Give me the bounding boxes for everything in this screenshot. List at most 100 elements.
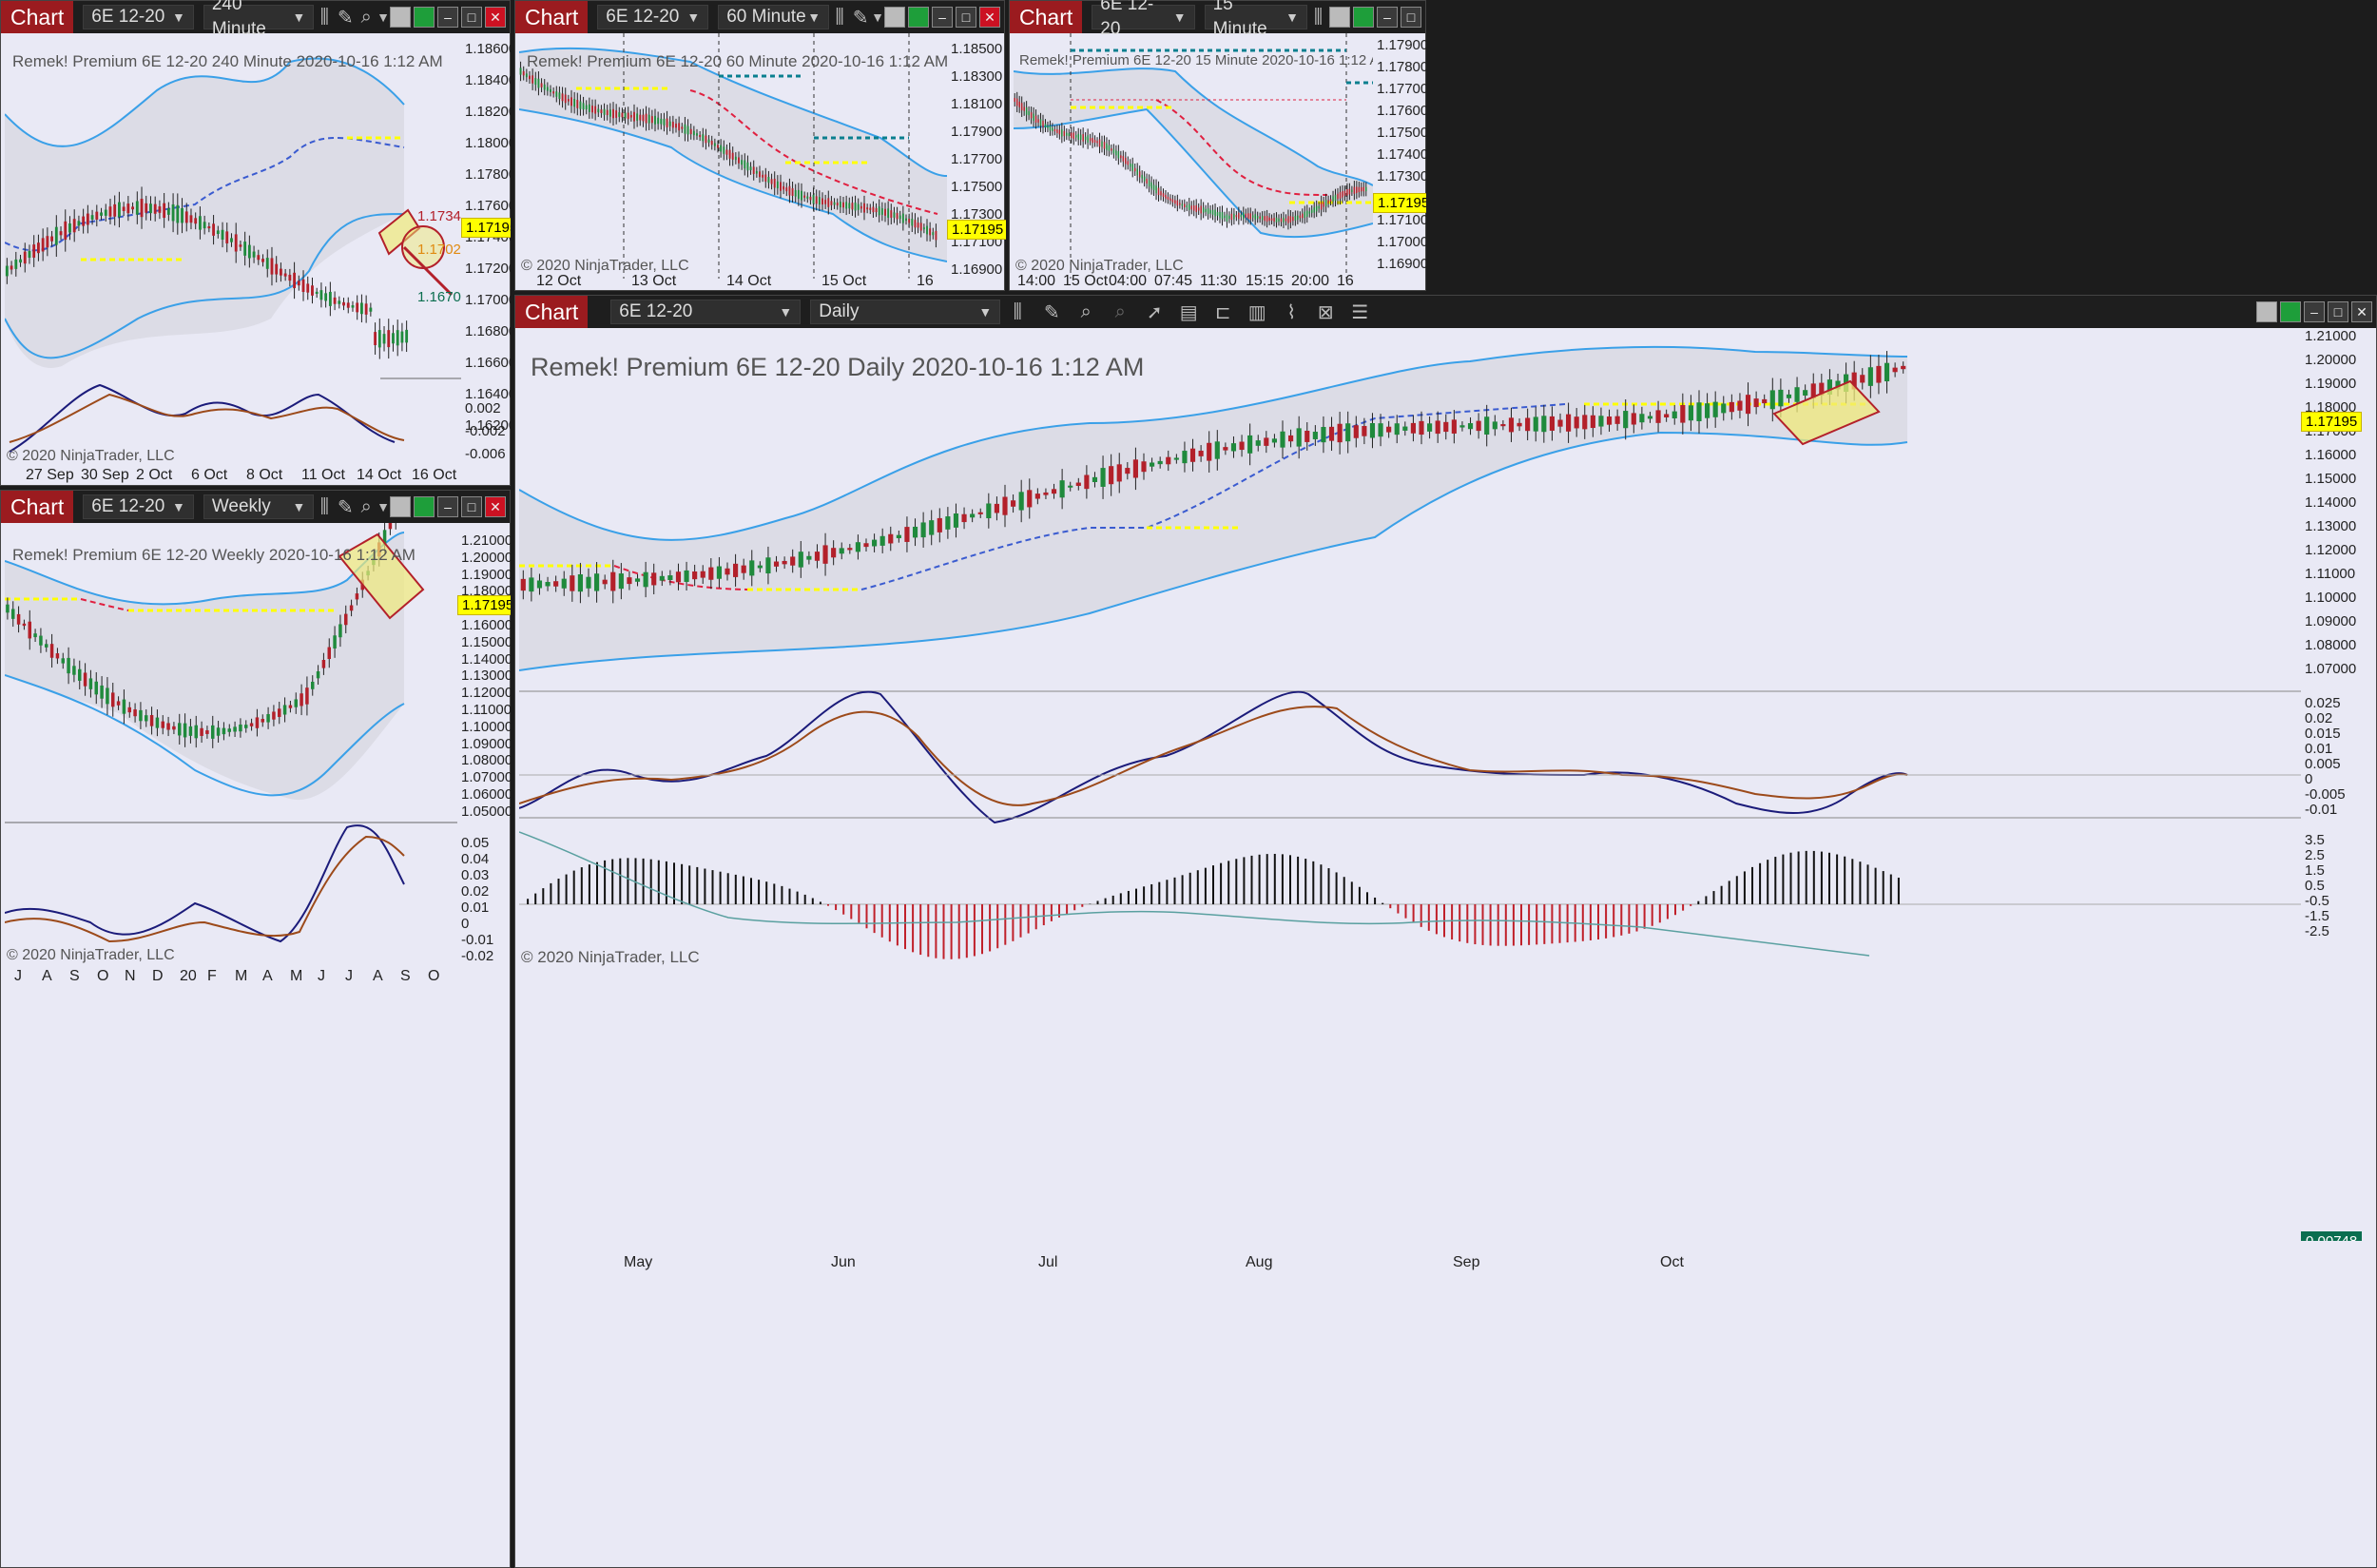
minimize-button[interactable]: – (1377, 7, 1398, 28)
time-axis[interactable]: May Jun Jul Aug Sep Oct (519, 1252, 2301, 1279)
tab-button[interactable] (1353, 7, 1374, 28)
strategies-icon[interactable]: ⊏ (1214, 301, 1231, 323)
more-icon[interactable]: ▼ (377, 10, 390, 25)
instrument-selector[interactable]: 6E 12-20 ▼ (83, 5, 194, 29)
tab-button[interactable] (414, 7, 435, 28)
chart-panel[interactable]: Remek! Premium 6E 12-20 Daily 2020-10-16… (519, 328, 2301, 1545)
drawing-tool-icon[interactable]: ✎ (852, 7, 869, 29)
bar-type-icon[interactable]: ⫼ (835, 6, 844, 28)
timeframe-selector[interactable]: Weekly ▼ (203, 494, 315, 519)
candle-body (570, 575, 575, 591)
candle-body (116, 701, 121, 706)
chart-panel[interactable]: Remek! Premium 6E 12-20 240 Minute 2020-… (5, 33, 461, 480)
instrument-selector[interactable]: 6E 12-20 ▼ (83, 494, 194, 519)
close-button[interactable]: ✕ (979, 7, 1000, 28)
link-button[interactable] (1329, 7, 1350, 28)
chart-menu-button[interactable]: Chart (1010, 1, 1083, 33)
close-button[interactable]: ✕ (485, 496, 506, 517)
time-tick-label: N (125, 968, 136, 984)
drawing-tool-icon[interactable]: ✎ (337, 496, 354, 518)
timeframe-selector[interactable]: Daily ▼ (810, 300, 1001, 324)
histogram-bar (1504, 904, 1507, 946)
zoom-in-icon[interactable]: ⌕ (1080, 300, 1092, 322)
candle-body (1851, 372, 1857, 390)
more-icon[interactable]: ▼ (377, 499, 390, 514)
candle-body (857, 203, 860, 210)
candle-body (1188, 203, 1190, 211)
bar-type-icon[interactable]: ⫼ (319, 495, 329, 517)
minimize-button[interactable]: – (437, 7, 458, 28)
chart-panel[interactable]: Remek! Premium 6E 12-20 Weekly 2020-10-1… (5, 523, 457, 1540)
indicators-icon[interactable]: ▥ (1247, 301, 1266, 323)
candle-body (1125, 468, 1131, 474)
chart-panel[interactable]: Remek! Premium 6E 12-20 15 Minute 2020-1… (1014, 33, 1373, 279)
bar-type-icon[interactable]: ⫼ (1013, 300, 1022, 322)
tab-button[interactable] (2280, 301, 2301, 322)
close-button[interactable]: ✕ (2351, 301, 2372, 322)
histogram-bar (1658, 904, 1661, 923)
minimize-button[interactable]: – (2304, 301, 2325, 322)
chart-menu-button[interactable]: Chart (515, 296, 589, 328)
candle-body (1125, 157, 1127, 165)
time-axis[interactable]: 27 Sep 30 Sep 2 Oct 6 Oct 8 Oct 11 Oct 14 Oct 1… (5, 465, 461, 486)
more-icon[interactable]: ▼ (871, 10, 884, 25)
timeframe-selector[interactable]: 240 Minute ▼ (203, 0, 315, 39)
instrument-selector[interactable]: 6E 12-20 ▼ (610, 300, 802, 324)
candle-body (1192, 205, 1195, 211)
link-button[interactable] (884, 7, 905, 28)
close-button[interactable]: ✕ (485, 7, 506, 28)
list-icon[interactable]: ☰ (1351, 301, 1369, 323)
histogram-bar (1789, 852, 1792, 904)
price-tick-label: 1.13000 (2305, 518, 2357, 534)
minimize-button[interactable]: – (437, 496, 458, 517)
link-button[interactable] (390, 496, 411, 517)
drawing-tool-icon[interactable]: ✎ (1043, 301, 1060, 323)
candle-body (961, 513, 967, 523)
timeframe-selector[interactable]: 60 Minute ▼ (718, 5, 830, 29)
histogram-bar (1104, 898, 1107, 904)
chart-menu-button[interactable]: Chart (1, 1, 74, 33)
zoom-icon[interactable]: ⌕ (360, 6, 372, 28)
tab-button[interactable] (414, 496, 435, 517)
price-axis[interactable]: 1.17900 1.17800 1.17700 1.17600 1.17500 1.174… (1373, 33, 1426, 279)
candle-body (783, 185, 785, 190)
histogram-bar (1289, 855, 1291, 904)
tab-button[interactable] (908, 7, 929, 28)
price-axis[interactable]: 1.18600 1.18400 1.18200 1.18000 1.17800 1.176… (461, 33, 511, 471)
chart-trader-icon[interactable]: ⌇ (1286, 301, 1297, 323)
minimize-button[interactable]: – (932, 7, 953, 28)
price-axis[interactable]: 1.210001.200001.190001.180001.170001.160… (2301, 328, 2377, 1241)
link-button[interactable] (2256, 301, 2277, 322)
link-button[interactable] (390, 7, 411, 28)
maximize-button[interactable]: □ (2328, 301, 2348, 322)
maximize-button[interactable]: □ (1401, 7, 1421, 28)
data-box-icon[interactable]: ▤ (1179, 301, 1198, 323)
drawing-tool-icon[interactable]: ✎ (337, 7, 354, 29)
chart-menu-button[interactable]: Chart (1, 491, 74, 523)
candle-body (342, 301, 345, 306)
timeframe-selector[interactable]: 15 Minute ▼ (1204, 0, 1307, 39)
time-axis[interactable]: 12 Oct 13 Oct 14 Oct 15 Oct 16 Oct (519, 271, 947, 292)
histogram-bar (996, 904, 999, 949)
maximize-button[interactable]: □ (461, 7, 482, 28)
maximize-button[interactable]: □ (956, 7, 976, 28)
properties-icon[interactable]: ⊠ (1317, 301, 1334, 323)
bar-type-icon[interactable]: ⫼ (319, 6, 329, 28)
chart-panel[interactable]: Remek! Premium 6E 12-20 60 Minute 2020-1… (519, 33, 947, 279)
zoom-out-icon[interactable]: ⌕ (1114, 300, 1126, 322)
candle-body (1063, 130, 1066, 137)
zoom-icon[interactable]: ⌕ (360, 495, 372, 517)
time-axis[interactable]: J A S O N D 20 F M A M J J A S O (5, 966, 457, 987)
chart-menu-button[interactable]: Chart (515, 1, 589, 33)
bar-type-icon[interactable]: ⫼ (1313, 6, 1324, 28)
price-tick-label: 1.18000 (2305, 399, 2357, 416)
maximize-button[interactable]: □ (461, 496, 482, 517)
pointer-icon[interactable]: ➚ (1146, 301, 1163, 323)
histogram-bar (1250, 855, 1253, 904)
instrument-selector[interactable]: 6E 12-20 ▼ (1092, 0, 1195, 39)
instrument-selector[interactable]: 6E 12-20 ▼ (597, 5, 709, 29)
price-axis[interactable]: 1.210001.200001.190001.180001.170001.160… (457, 523, 511, 960)
candle-body (1108, 145, 1111, 151)
price-axis[interactable]: 1.18500 1.18300 1.18100 1.17900 1.17700 1.175… (947, 33, 1006, 279)
